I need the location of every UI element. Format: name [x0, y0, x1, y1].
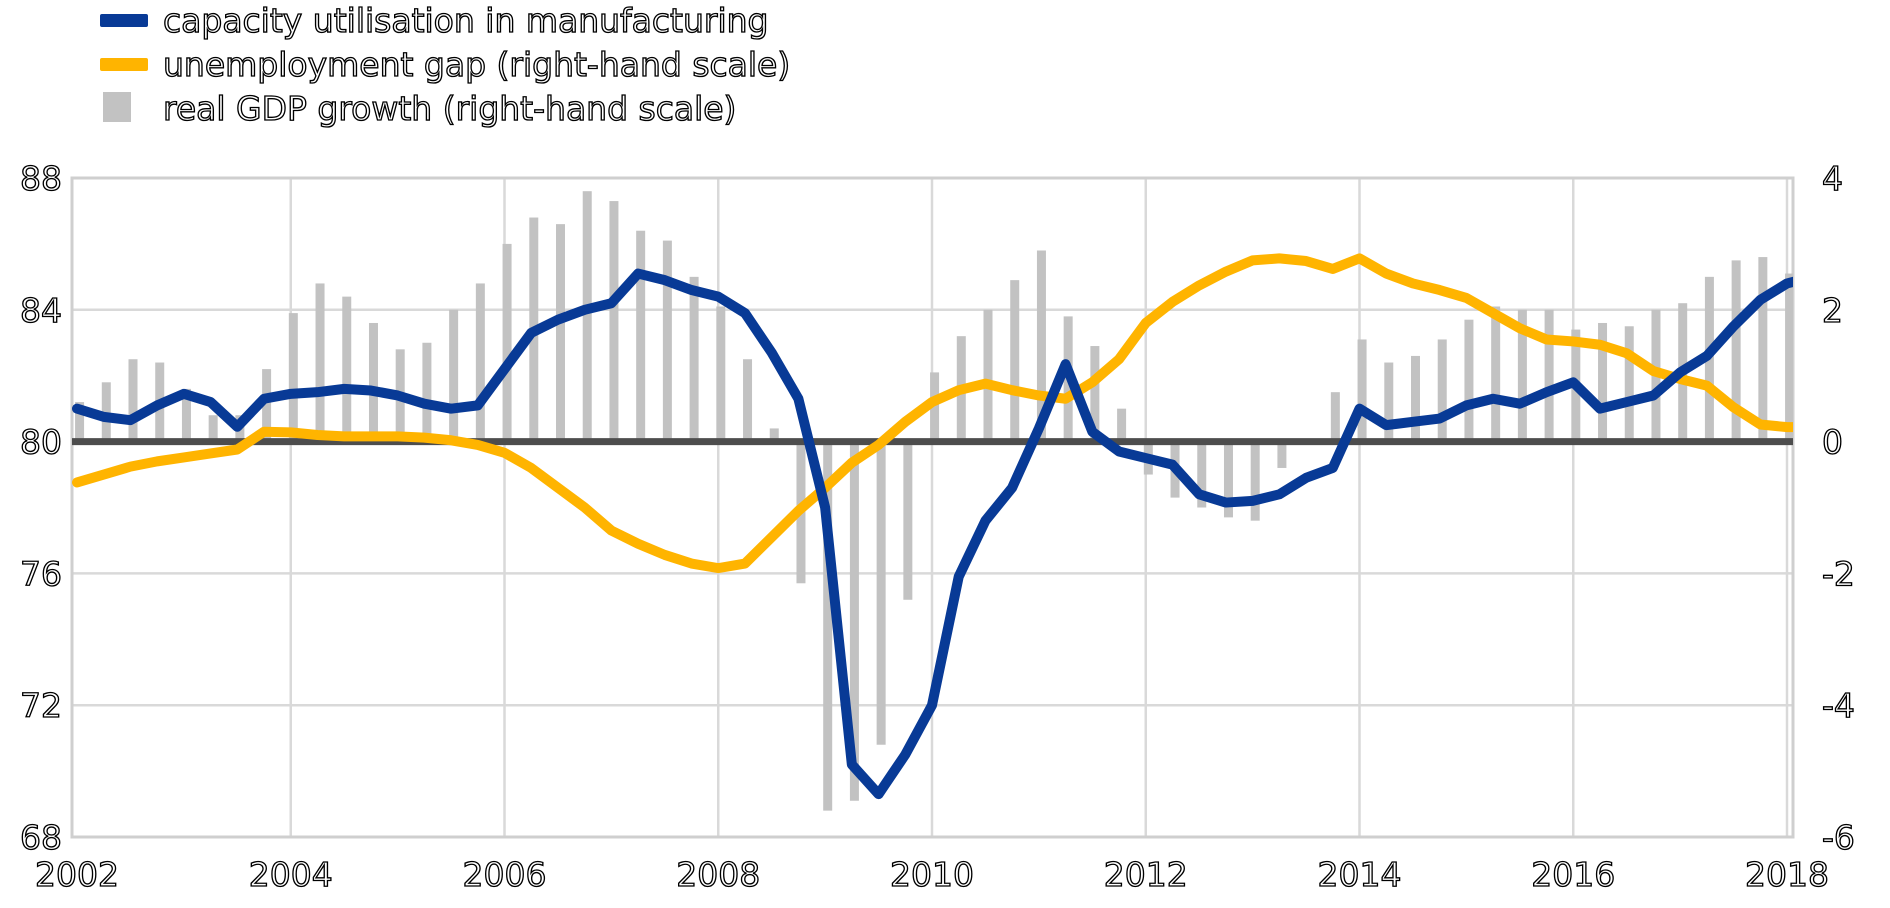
legend-item: unemployment gap (right-hand scale) [100, 44, 791, 85]
svg-text:2010: 2010 [890, 855, 974, 894]
svg-text:-4: -4 [1822, 686, 1855, 725]
x-axis-labels: 2002 2004 2006 2008 2010 2012 2014 2016 2018 [34, 854, 1829, 894]
svg-text:-6: -6 [1822, 818, 1855, 857]
svg-text:2002: 2002 [35, 855, 119, 894]
unemployment-line-swatch [100, 58, 148, 71]
svg-text:2006: 2006 [463, 855, 547, 894]
capacity-line-swatch [100, 14, 148, 27]
svg-text:2: 2 [1822, 291, 1843, 330]
gdp-growth-bars [75, 191, 1793, 811]
svg-text:2008: 2008 [676, 855, 760, 894]
gdp-bar-swatch [103, 92, 131, 122]
legend-item: capacity utilisation in manufacturing [100, 0, 769, 41]
svg-text:80: 80 [20, 423, 62, 462]
svg-text:0: 0 [1822, 423, 1843, 462]
svg-text:2016: 2016 [1531, 855, 1615, 894]
plot-frame [70, 176, 1795, 839]
svg-text:76: 76 [20, 554, 62, 593]
svg-text:2012: 2012 [1104, 855, 1188, 894]
legend-label-capacity: capacity utilisation in manufacturing [163, 1, 769, 40]
legend-label-unemployment: unemployment gap (right-hand scale) [163, 45, 790, 84]
svg-text:-2: -2 [1822, 554, 1855, 593]
svg-text:84: 84 [20, 291, 62, 330]
right-axis-labels: 4 2 0 -2 -4 -6 [1821, 158, 1855, 857]
gridlines [72, 176, 1793, 839]
svg-text:68: 68 [20, 818, 62, 857]
legend-label-gdp: real GDP growth (right-hand scale) [163, 89, 736, 128]
svg-text:2018: 2018 [1745, 855, 1829, 894]
svg-text:2004: 2004 [249, 855, 333, 894]
legend: capacity utilisation in manufacturing un… [100, 0, 791, 129]
legend-item: real GDP growth (right-hand scale) [103, 88, 737, 129]
left-axis-labels: 88 84 80 76 72 68 [19, 158, 62, 857]
svg-text:2014: 2014 [1318, 855, 1402, 894]
svg-text:4: 4 [1822, 159, 1843, 198]
svg-text:88: 88 [20, 159, 62, 198]
series-lines [72, 253, 1793, 800]
svg-text:72: 72 [20, 686, 62, 725]
